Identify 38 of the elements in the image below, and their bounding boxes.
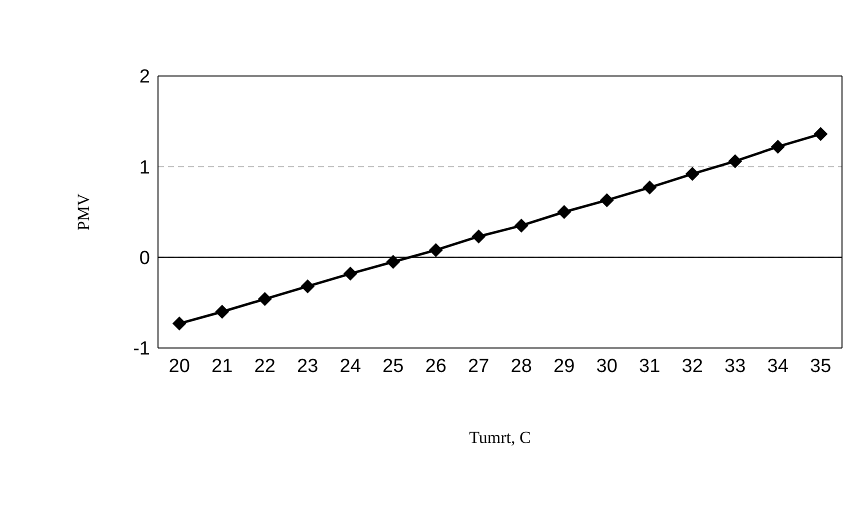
x-tick-label: 33 xyxy=(724,356,746,377)
x-tick-label: 30 xyxy=(596,356,618,377)
point xyxy=(770,140,785,154)
point xyxy=(300,279,315,294)
y-tick-label: 1 xyxy=(139,157,150,178)
x-tick-label: 24 xyxy=(340,356,362,377)
y-axis-title: PMV xyxy=(74,192,94,230)
x-tick-label: 23 xyxy=(297,356,318,377)
point xyxy=(215,304,230,319)
x-tick-label: 31 xyxy=(639,356,660,377)
x-tick-label: 32 xyxy=(682,356,703,377)
y-tick-label: 2 xyxy=(139,66,150,88)
point xyxy=(343,266,358,281)
point xyxy=(258,292,272,306)
x-tick-label: 34 xyxy=(767,356,789,377)
point xyxy=(814,127,828,142)
point xyxy=(728,154,742,168)
x-tick-label: 25 xyxy=(382,356,404,377)
point xyxy=(642,180,657,195)
x-tick-label: 29 xyxy=(554,356,575,377)
point xyxy=(600,193,614,208)
x-tick-label: 27 xyxy=(468,356,490,377)
x-tick-label: 21 xyxy=(212,356,233,377)
point xyxy=(386,254,400,269)
point xyxy=(514,218,528,233)
x-tick-label: 20 xyxy=(168,356,190,377)
x-tick-label: 26 xyxy=(425,356,446,377)
x-axis-title: Tumrt, C xyxy=(469,428,531,447)
point xyxy=(685,166,700,181)
point xyxy=(557,205,572,219)
y-tick-label: -1 xyxy=(133,338,150,360)
x-tick-label: 28 xyxy=(510,356,532,377)
y-tick-label: 0 xyxy=(139,248,150,270)
point xyxy=(428,243,443,258)
x-tick-label: 35 xyxy=(810,356,832,377)
x-tick-label: 22 xyxy=(254,356,276,377)
point xyxy=(472,229,486,244)
point xyxy=(172,316,186,331)
